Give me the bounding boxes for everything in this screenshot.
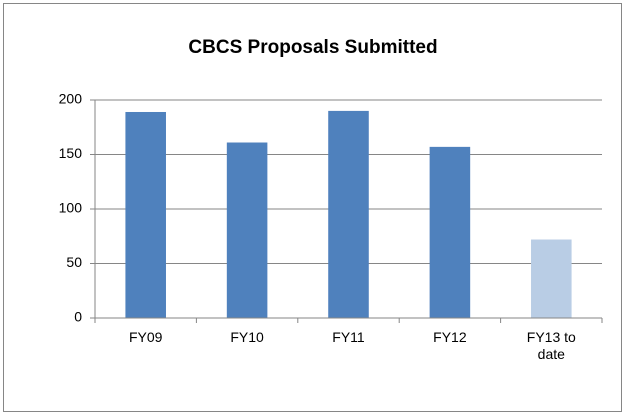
y-tick-label: 150 [59,145,83,161]
bar [328,110,369,319]
y-tick-label: 0 [74,309,82,325]
y-tick-label: 50 [66,254,82,270]
bar [226,142,268,318]
x-tick-label: FY12 [433,329,467,345]
x-tick-label: FY09 [128,329,163,345]
y-tick-label: 100 [59,200,83,216]
bar [125,111,166,319]
x-tick-label: FY13 to date [526,329,576,362]
bar [429,146,471,318]
y-tick-label: 200 [59,91,83,107]
x-tick-label: FY11 [332,329,365,345]
x-tick-label: FY10 [230,329,264,345]
chart-border [3,3,622,412]
chart-title: CBCS Proposals Submitted [188,37,437,58]
bar [531,239,572,318]
